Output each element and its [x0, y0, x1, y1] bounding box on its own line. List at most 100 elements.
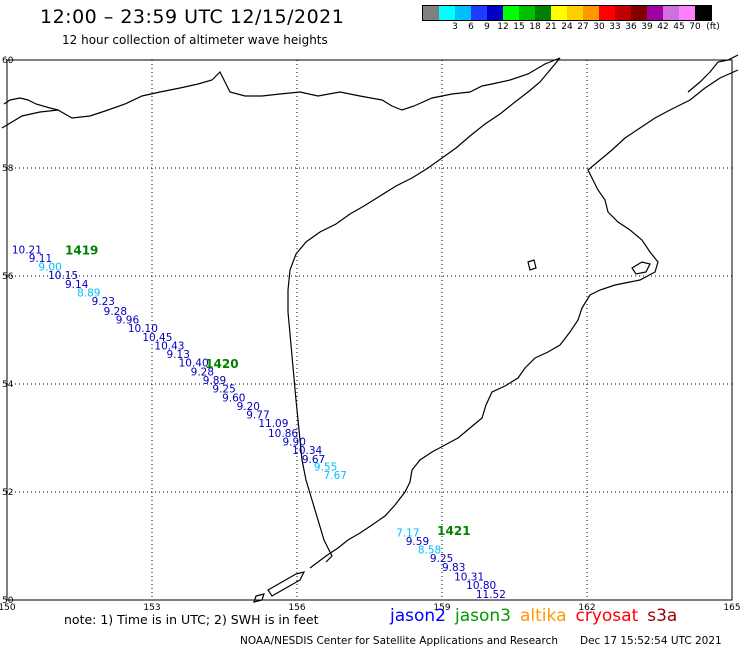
- latitude-tick-label: 60: [2, 56, 14, 66]
- legend-tick-label: 70: [689, 22, 701, 32]
- legend-tick-label: 12: [497, 22, 509, 32]
- longitude-tick-label: 162: [578, 603, 595, 613]
- legend-tick-label: 36: [625, 22, 637, 32]
- latitude-tick-label: 52: [2, 488, 13, 498]
- swh-value-label: 7.17: [396, 527, 419, 539]
- swh-value-label: 11.52: [476, 589, 506, 601]
- swh-value-label: 9.13: [167, 349, 190, 361]
- legend-swatch: [487, 6, 503, 20]
- legend-tick-label: 27: [577, 22, 589, 32]
- koni-peninsula: [3, 97, 59, 111]
- legend-swatch: [695, 6, 711, 20]
- legend-tick-label: 18: [529, 22, 541, 32]
- kamchatka-northeast-coast: [687, 54, 739, 93]
- swh-value-label: 9.25: [430, 553, 453, 565]
- legend-swatch: [423, 6, 439, 20]
- legend-swatch: [663, 6, 679, 20]
- legend-swatch: [551, 6, 567, 20]
- legend-tick-label: 30: [593, 22, 605, 32]
- mission-label-jason2: jason2: [390, 606, 446, 626]
- latitude-tick-label: 56: [2, 272, 14, 282]
- legend-swatch: [471, 6, 487, 20]
- swh-value-label: 10.34: [292, 445, 322, 457]
- swh-value-label: 9.90: [283, 437, 306, 449]
- footer-timestamp: Dec 17 15:52:54 UTC 2021: [580, 635, 722, 647]
- latitude-tick-label: 58: [2, 164, 14, 174]
- swh-value-label: 9.00: [38, 262, 61, 274]
- pass-time-label: 1420: [205, 357, 238, 371]
- longitude-tick-label: 159: [433, 603, 450, 613]
- map-border: [6, 59, 733, 601]
- swh-value-label: 9.67: [302, 454, 325, 466]
- mission-label-s3a: s3a: [647, 606, 678, 626]
- magadan-coastline: [1, 57, 561, 129]
- swh-value-label: 10.31: [454, 572, 484, 584]
- legend-swatch: [503, 6, 519, 20]
- legend-tick-label: 39: [641, 22, 653, 32]
- legend-tick-label: 42: [657, 22, 669, 32]
- legend-swatch: [583, 6, 599, 20]
- pass-time-label: 1421: [437, 524, 470, 538]
- longitude-tick-label: 165: [723, 603, 740, 613]
- swh-value-label: 10.10: [128, 323, 158, 335]
- small-island-1: [527, 259, 537, 271]
- legend-tick-label: 33: [609, 22, 621, 32]
- swh-value-label: 9.89: [203, 375, 226, 387]
- legend-swatch: [599, 6, 615, 20]
- legend-tick-label: 3: [452, 22, 458, 32]
- legend-tick-label: 6: [468, 22, 474, 32]
- swh-value-label: 9.28: [104, 306, 127, 318]
- karaginsky-island: [631, 261, 651, 275]
- longitude-tick-label: 150: [0, 603, 16, 613]
- longitude-tick-label: 156: [288, 603, 305, 613]
- swh-value-label: 9.83: [442, 562, 465, 574]
- axis-tick-labels: 150 153 156 159 162 165 50 52 54 56 58 60: [0, 56, 740, 613]
- legend-swatch: [631, 6, 647, 20]
- chart-subtitle: 12 hour collection of altimeter wave hei…: [62, 33, 328, 47]
- latitude-tick-label: 50: [2, 596, 14, 606]
- coastline: [1, 54, 739, 603]
- mission-label-altika: altika: [520, 606, 567, 626]
- legend-tick-label: 45: [673, 22, 685, 32]
- kuril-island-2: [253, 593, 265, 603]
- legend-swatch: [647, 6, 663, 20]
- swh-value-label: 8.89: [77, 288, 100, 300]
- mission-label-jason3: jason3: [455, 606, 511, 626]
- chart-title: 12:00 – 23:59 UTC 12/15/2021: [40, 6, 345, 28]
- footer-credit: NOAA/NESDIS Center for Satellite Applica…: [240, 635, 558, 647]
- legend-tick-label: 21: [545, 22, 557, 32]
- legend-unit: (ft): [706, 22, 720, 32]
- mission-label-cryosat: cryosat: [575, 606, 639, 626]
- legend-tick-label: 15: [513, 22, 525, 32]
- swh-value-label: 9.77: [246, 410, 269, 422]
- latitude-tick-label: 54: [2, 380, 14, 390]
- swh-value-label: 7.67: [324, 470, 347, 482]
- kuril-island-1: [267, 571, 306, 597]
- swh-value-label: 10.40: [179, 358, 209, 370]
- mission-legend: jason2 jason3 altika cryosat s3a: [390, 606, 686, 626]
- longitude-tick-label: 153: [143, 603, 160, 613]
- swh-value-label: 9.25: [212, 384, 235, 396]
- swh-value-label: 9.23: [92, 296, 115, 308]
- legend-swatch: [535, 6, 551, 20]
- legend-swatch: [519, 6, 535, 20]
- altimeter-tracks: 10.219.119.0010.159.148.899.239.289.9610…: [12, 243, 506, 600]
- pass-time-label: 1419: [65, 243, 98, 257]
- legend-swatch: [567, 6, 583, 20]
- swh-value-label: 9.14: [65, 279, 89, 291]
- legend-tick-label: 24: [561, 22, 573, 32]
- kamchatka-coastline: [309, 69, 739, 569]
- swh-value-label: 9.96: [116, 315, 140, 327]
- swh-value-label: 10.45: [142, 332, 172, 344]
- legend-swatch: [439, 6, 455, 20]
- swh-value-label: 9.11: [29, 253, 52, 265]
- swh-value-label: 10.15: [48, 270, 78, 282]
- legend-swatch: [679, 6, 695, 20]
- legend-tick-label: 9: [484, 22, 490, 32]
- swh-value-label: 10.21: [12, 244, 42, 256]
- swh-value-label: 10.86: [268, 428, 298, 440]
- swh-value-label: 11.09: [258, 418, 288, 430]
- swh-value-label: 10.43: [154, 340, 184, 352]
- swh-value-label: 8.58: [418, 545, 441, 557]
